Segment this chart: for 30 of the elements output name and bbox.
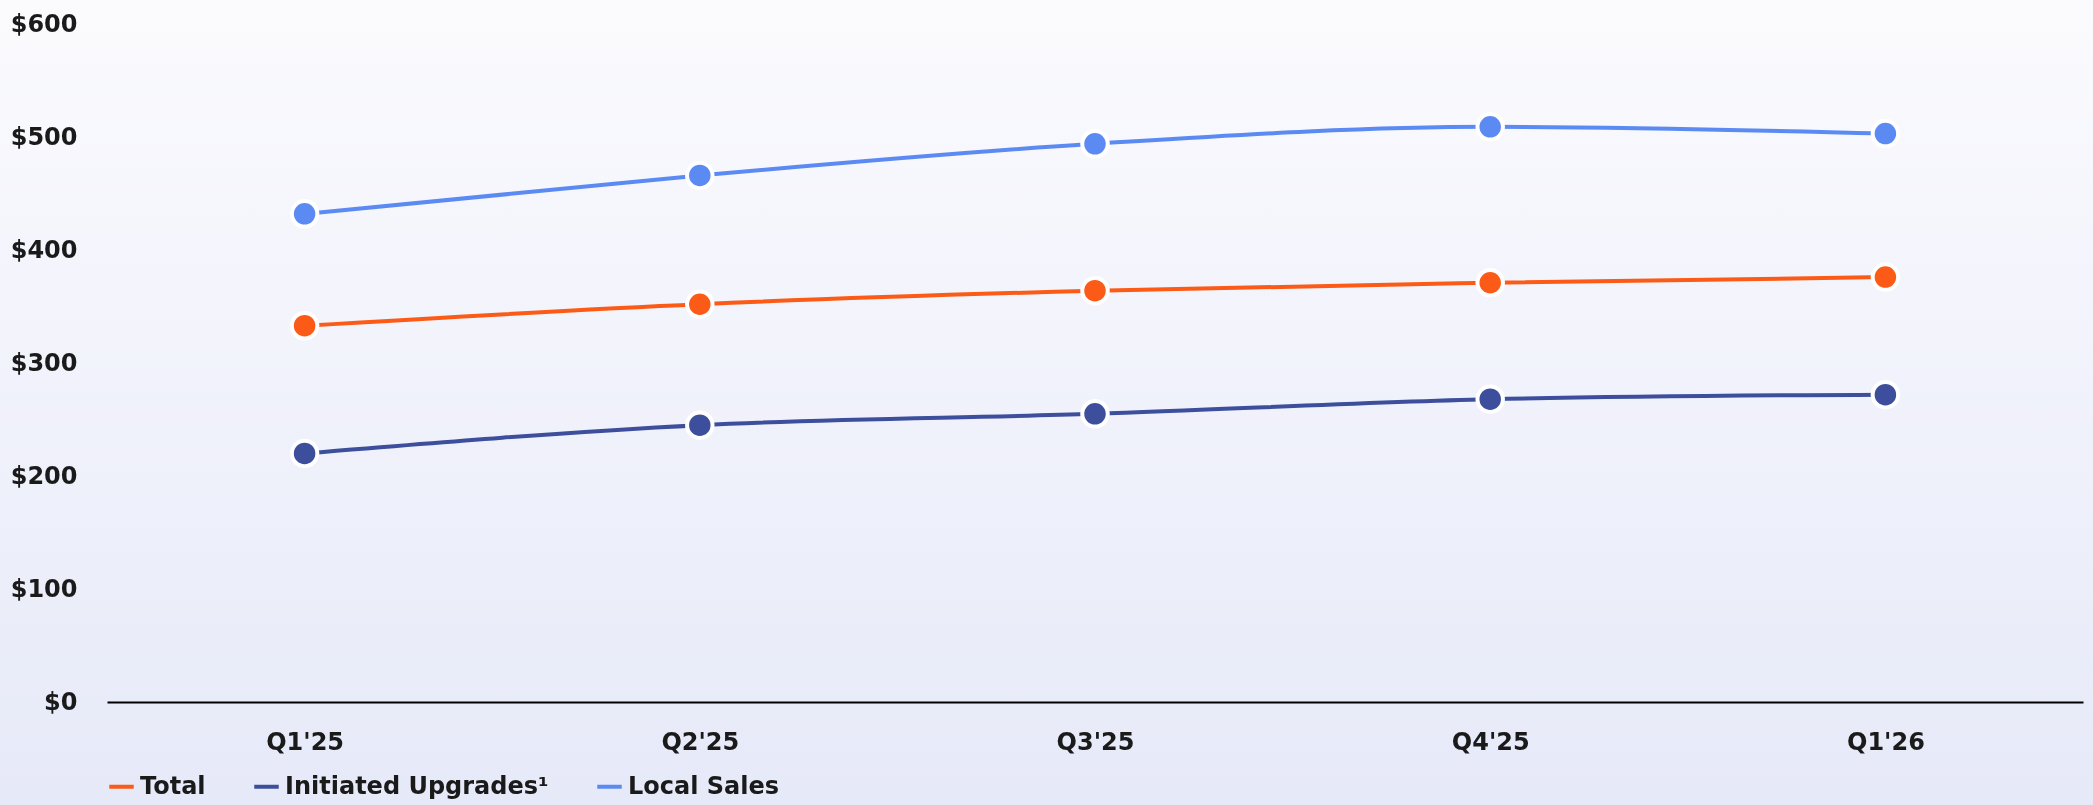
x-tick-label: Q1'25: [266, 727, 345, 756]
legend-label: Local Sales: [628, 771, 780, 800]
point: [289, 310, 320, 341]
point: [1870, 379, 1901, 410]
point: [685, 289, 715, 319]
y-tick-label: $400: [10, 235, 78, 264]
point: [289, 199, 320, 229]
x-tick-label: Q3'25: [1056, 727, 1135, 756]
point: [1475, 384, 1505, 414]
point: [685, 160, 715, 191]
y-tick-label: $300: [10, 348, 78, 377]
y-tick-label: $200: [10, 461, 78, 490]
y-tick-label: $600: [10, 9, 78, 38]
point: [1080, 399, 1110, 429]
point: [1080, 129, 1110, 159]
point: [1475, 268, 1505, 298]
point: [685, 410, 715, 440]
legend-label: Total: [140, 771, 206, 800]
x-tick-label: Q2'25: [661, 727, 740, 756]
y-tick-label: $0: [44, 687, 78, 716]
point: [1870, 118, 1901, 149]
x-tick-label: Q1'26: [1846, 727, 1925, 756]
y-tick-label: $500: [10, 122, 78, 151]
point: [1475, 112, 1505, 142]
x-tick-label: Q4'25: [1451, 727, 1530, 756]
point: [289, 438, 320, 469]
point: [1870, 262, 1901, 292]
y-tick-label: $100: [10, 574, 78, 603]
legend-label: Initiated Upgrades¹: [285, 771, 549, 800]
point: [1080, 275, 1110, 306]
